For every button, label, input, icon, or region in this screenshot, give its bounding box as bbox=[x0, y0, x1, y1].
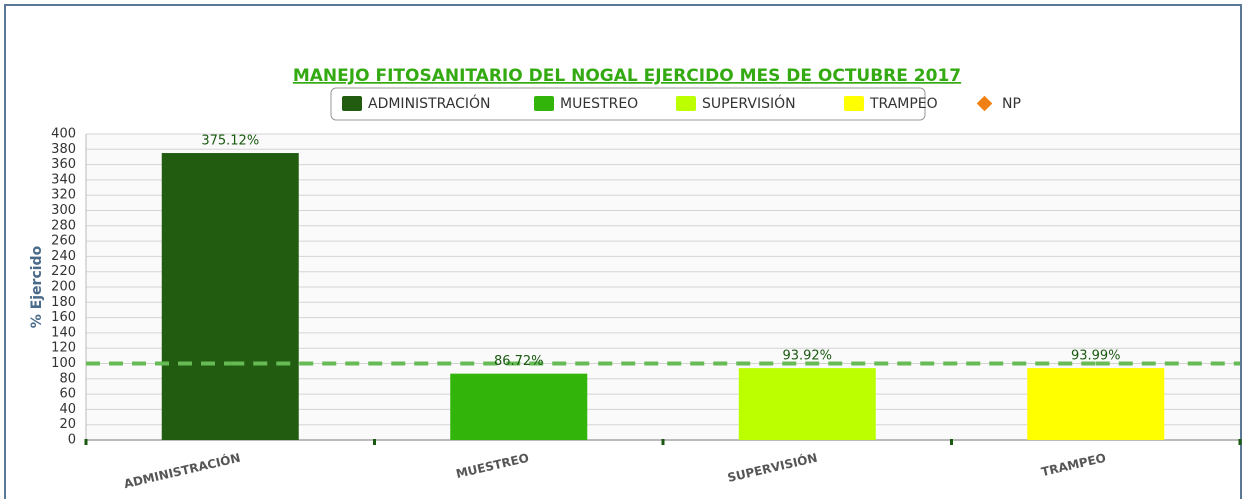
bar bbox=[1027, 368, 1165, 440]
legend-marker bbox=[844, 96, 864, 111]
value-label: 93.92% bbox=[782, 349, 832, 364]
legend-marker bbox=[534, 96, 554, 111]
legend-label: TRAMPEO bbox=[869, 96, 938, 112]
legend-label: MUESTREO bbox=[560, 96, 638, 112]
y-tick-label: 40 bbox=[59, 402, 76, 417]
y-tick-label: 140 bbox=[51, 325, 76, 340]
y-tick-label: 240 bbox=[51, 249, 76, 264]
x-tick-label: MUESTREO bbox=[455, 451, 531, 481]
y-tick-label: 180 bbox=[51, 295, 76, 310]
y-tick-label: 20 bbox=[59, 417, 76, 432]
legend-marker bbox=[676, 96, 696, 111]
y-tick-label: 280 bbox=[51, 218, 76, 233]
y-tick-label: 160 bbox=[51, 310, 76, 325]
y-tick-label: 200 bbox=[51, 280, 76, 295]
y-tick-label: 220 bbox=[51, 264, 76, 279]
legend-label: SUPERVISIÓN bbox=[702, 94, 796, 112]
y-tick-label: 400 bbox=[51, 127, 76, 142]
x-tick-label: ADMINISTRACIÓN bbox=[122, 450, 241, 491]
value-label: 375.12% bbox=[201, 134, 259, 149]
y-tick-label: 260 bbox=[51, 234, 76, 249]
bar bbox=[450, 373, 588, 440]
y-tick-label: 60 bbox=[59, 387, 76, 402]
y-tick-label: 300 bbox=[51, 203, 76, 218]
y-axis-label: % Ejercido bbox=[29, 245, 45, 328]
y-tick-label: 0 bbox=[68, 433, 76, 448]
chart-title: MANEJO FITOSANITARIO DEL NOGAL EJERCIDO … bbox=[293, 66, 961, 86]
y-tick-label: 360 bbox=[51, 157, 76, 172]
legend-marker bbox=[976, 95, 993, 112]
y-tick-label: 80 bbox=[59, 371, 76, 386]
legend-label: NP bbox=[1002, 96, 1021, 112]
legend-label: ADMINISTRACIÓN bbox=[368, 94, 491, 112]
x-tick-label: TRAMPEO bbox=[1040, 451, 1107, 479]
value-label: 86.72% bbox=[494, 354, 544, 369]
legend-box bbox=[330, 87, 926, 121]
y-tick-label: 120 bbox=[51, 341, 76, 356]
y-tick-label: 320 bbox=[51, 188, 76, 203]
frame bbox=[4, 4, 1242, 499]
legend-marker bbox=[342, 96, 362, 111]
bar bbox=[161, 153, 299, 440]
x-tick-label: SUPERVISIÓN bbox=[726, 450, 819, 485]
y-tick-label: 380 bbox=[51, 142, 76, 157]
y-tick-label: 100 bbox=[51, 356, 76, 371]
y-tick-label: 340 bbox=[51, 172, 76, 187]
bar bbox=[738, 368, 876, 440]
value-label: 93.99% bbox=[1071, 349, 1121, 364]
